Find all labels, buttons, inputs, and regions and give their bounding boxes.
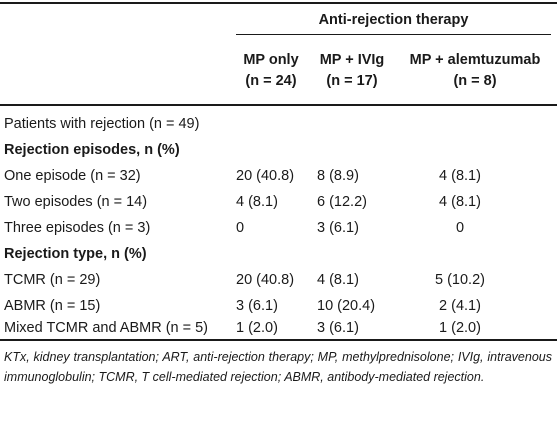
column-header-line2: (n = 24)	[245, 73, 297, 89]
table-row: Rejection episodes, n (%)	[0, 142, 557, 164]
column-header-line2: (n = 17)	[326, 73, 378, 89]
group-header-rule	[236, 34, 551, 35]
cell-mp-ivig: 3 (6.1)	[317, 320, 359, 336]
row-label: One episode (n = 32)	[4, 168, 141, 184]
column-header-mp-only: MP only (n = 24)	[236, 50, 306, 92]
cell-mp-ivig: 4 (8.1)	[317, 272, 359, 288]
column-header-line1: MP + alemtuzumab	[409, 52, 541, 68]
table-row: One episode (n = 32) 20 (40.8) 8 (8.9) 4…	[0, 168, 557, 190]
table-row: ABMR (n = 15) 3 (6.1) 10 (20.4) 2 (4.1)	[0, 298, 557, 320]
cell-mp-ivig: 10 (20.4)	[317, 298, 376, 314]
table-top-rule	[0, 2, 557, 4]
row-label: Rejection episodes, n (%)	[4, 142, 180, 158]
row-label: Rejection type, n (%)	[4, 246, 147, 262]
column-header-line1: MP + IVIg	[319, 52, 385, 68]
table-bottom-rule	[0, 339, 557, 341]
table-row: Three episodes (n = 3) 0 3 (6.1) 0	[0, 220, 557, 242]
column-header-mp-ivig: MP + IVIg (n = 17)	[312, 50, 392, 92]
column-header-line2: (n = 8)	[453, 73, 497, 89]
cell-mp-only: 20 (40.8)	[236, 272, 295, 288]
column-header-mp-alemtuzumab: MP + alemtuzumab (n = 8)	[400, 50, 550, 92]
cell-mp-alemtuzumab: 1 (2.0)	[439, 320, 481, 336]
cell-mp-alemtuzumab: 4 (8.1)	[439, 194, 481, 210]
column-header-line1: MP only	[243, 52, 299, 68]
group-header: Anti-rejection therapy	[318, 12, 469, 28]
table-row: TCMR (n = 29) 20 (40.8) 4 (8.1) 5 (10.2)	[0, 272, 557, 294]
cell-mp-only: 4 (8.1)	[236, 194, 278, 210]
header-bottom-rule	[0, 104, 557, 106]
cell-mp-alemtuzumab: 5 (10.2)	[435, 272, 485, 288]
table-row: Mixed TCMR and ABMR (n = 5) 1 (2.0) 3 (6…	[0, 320, 557, 342]
cell-mp-ivig: 3 (6.1)	[317, 220, 359, 236]
row-label: ABMR (n = 15)	[4, 298, 101, 314]
row-label: TCMR (n = 29)	[4, 272, 101, 288]
row-label: Mixed TCMR and ABMR (n = 5)	[4, 320, 209, 336]
row-label: Three episodes (n = 3)	[4, 220, 151, 236]
table-row: Rejection type, n (%)	[0, 246, 557, 268]
cell-mp-ivig: 6 (12.2)	[317, 194, 367, 210]
cell-mp-alemtuzumab: 2 (4.1)	[439, 298, 481, 314]
table-row: Two episodes (n = 14) 4 (8.1) 6 (12.2) 4…	[0, 194, 557, 216]
cell-mp-only: 3 (6.1)	[236, 298, 278, 314]
cell-mp-ivig: 8 (8.9)	[317, 168, 359, 184]
table-row: Patients with rejection (n = 49)	[0, 116, 557, 138]
cell-mp-alemtuzumab: 0	[455, 220, 465, 236]
cell-mp-alemtuzumab: 4 (8.1)	[439, 168, 481, 184]
row-label: Two episodes (n = 14)	[4, 194, 148, 210]
cell-mp-only: 20 (40.8)	[236, 168, 295, 184]
cell-mp-only: 1 (2.0)	[236, 320, 278, 336]
table-footnote: KTx, kidney transplantation; ART, anti-r…	[4, 350, 552, 384]
row-label: Patients with rejection (n = 49)	[4, 116, 200, 132]
cell-mp-only: 0	[236, 220, 245, 236]
